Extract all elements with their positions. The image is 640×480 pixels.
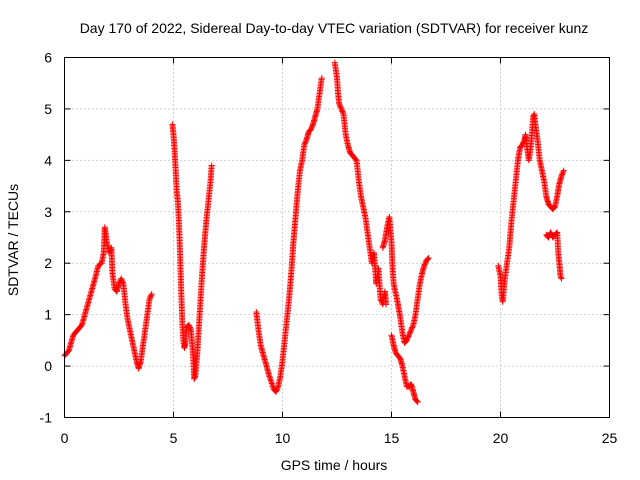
data-point [318,75,325,82]
x-tick-labels: 0 5 10 15 20 25 [61,430,618,446]
data-point [337,104,344,111]
data-point [404,334,411,341]
data-point [383,301,390,308]
data-point [119,279,126,286]
data-point [403,337,410,344]
data-point [558,275,565,282]
data-point [560,168,567,175]
data-point [405,332,412,339]
data-point [421,261,428,268]
data-point [301,141,308,148]
chart-title: Day 170 of 2022, Sidereal Day-to-day VTE… [80,20,589,36]
data-point [273,387,280,394]
data-point [557,273,564,280]
data-point [422,260,429,267]
data-point [414,399,421,406]
data-point [425,255,432,262]
x-tick-label: 10 [275,430,291,446]
data-point [352,156,359,163]
data-point [408,325,415,332]
data-point [405,333,412,340]
data-point [307,126,314,133]
data-point [148,292,155,299]
y-tick-label: 5 [44,101,52,117]
data-point [308,125,315,132]
data-point [339,108,346,115]
y-tick-label: 0 [44,358,52,374]
data-point [118,275,125,282]
x-tick-label: 25 [602,430,618,446]
data-point [339,109,346,116]
y-tick-label: 6 [44,50,52,66]
data-point [301,140,308,147]
data-point [558,172,565,179]
plot-frame [64,57,610,418]
data-point [404,336,411,343]
data-point [185,321,192,328]
y-axis-label: SDTVAR / TECUs [5,184,21,296]
data-point [336,100,343,107]
data-point [336,102,343,109]
data-point [407,328,414,335]
data-point [118,276,125,283]
data-point [557,274,564,281]
data-point [186,324,193,331]
y-tick-label: 2 [44,255,52,271]
data-point [424,255,431,262]
x-tick-label: 0 [61,430,69,446]
x-tick-label: 20 [493,430,509,446]
y-tick-label: -1 [40,410,53,426]
x-tick-label: 15 [384,430,400,446]
data-point [408,327,415,334]
data-point [302,139,309,146]
grid [64,57,610,418]
data-point [338,107,345,114]
data-point [338,105,345,112]
x-tick-label: 5 [170,430,178,446]
data-point [409,324,416,331]
y-tick-labels: -1 0 1 2 3 4 5 6 [40,50,53,426]
data-point [559,171,566,178]
data-point [147,293,154,300]
data-point [148,291,155,298]
data-point [272,388,279,395]
y-tick-label: 4 [44,152,52,168]
data-point [409,323,416,330]
x-axis-label: GPS time / hours [281,457,388,473]
data-point [146,296,153,303]
data-point [274,384,281,391]
data-point [308,123,315,130]
data-point [560,167,567,174]
data-point [119,278,126,285]
data-point [208,162,215,169]
data-point [309,122,316,129]
axis-ticks [64,57,610,418]
data-point [547,229,554,236]
data-point [337,103,344,110]
data-point [191,374,198,381]
data-point [186,323,193,330]
data-point [421,262,428,269]
data-point [274,386,281,393]
data-point [559,170,566,177]
data-point [302,138,309,145]
data-point [413,398,420,405]
y-tick-label: 3 [44,204,52,220]
data-point [187,325,194,332]
data-point [147,294,154,301]
y-tick-label: 1 [44,307,52,323]
data-point [407,329,414,336]
data-point [406,330,413,337]
data-points [61,59,567,406]
data-point [191,375,198,382]
